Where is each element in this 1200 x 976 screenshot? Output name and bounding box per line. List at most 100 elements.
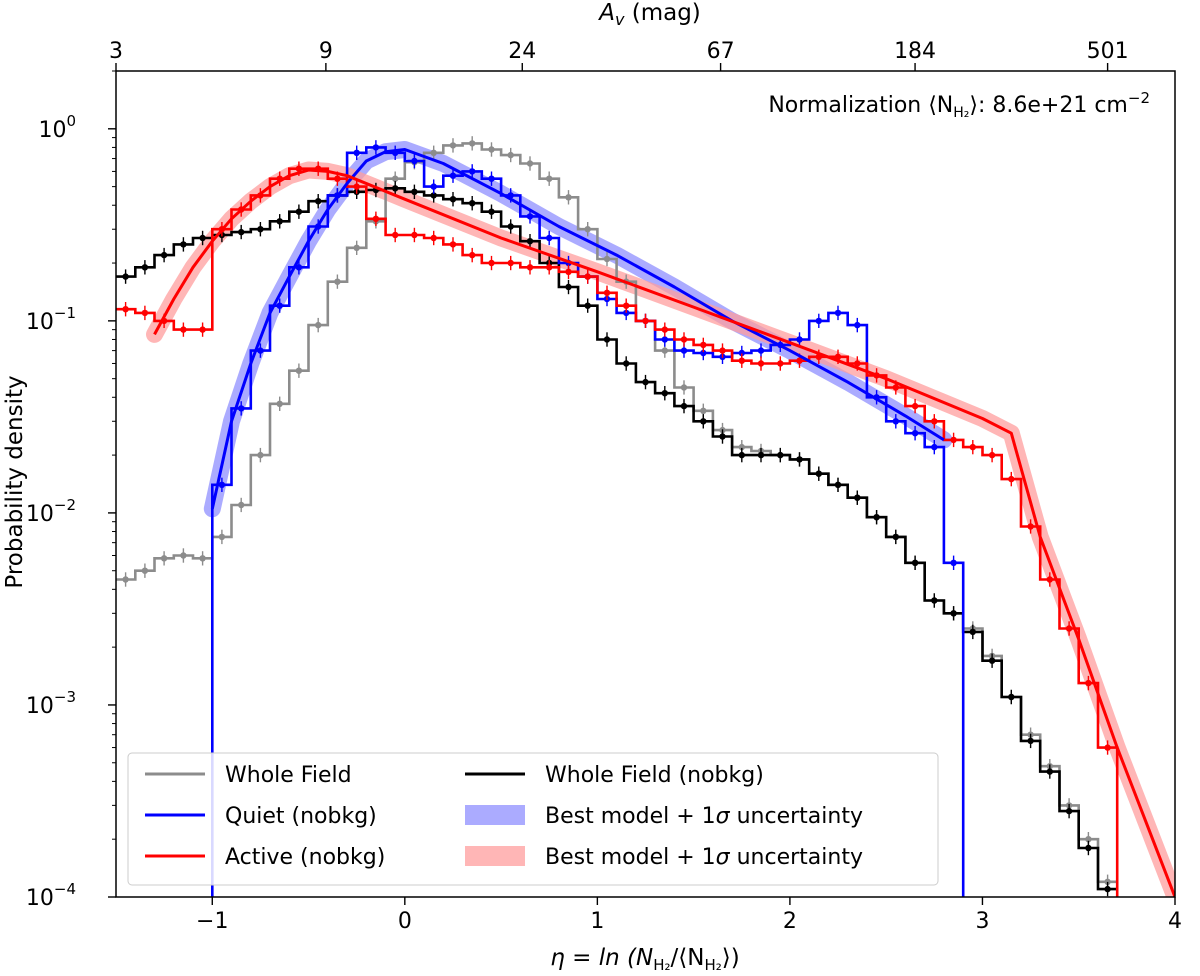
data-point <box>122 576 129 583</box>
y-tick-exponent: −2 <box>54 496 76 514</box>
x-tick-label: 0 <box>398 909 412 934</box>
legend-entry: Quiet (nobkg) <box>145 804 377 829</box>
data-point <box>1085 844 1092 852</box>
data-point <box>392 231 399 239</box>
legend-label: Best model + 1σ uncertainty <box>545 804 863 829</box>
y-tick-exponent: 0 <box>66 112 76 130</box>
data-point <box>661 326 668 333</box>
data-point <box>141 309 149 317</box>
data-point <box>584 273 591 280</box>
data-point <box>969 628 976 636</box>
top-axis-label-unit: (mag) <box>624 0 700 26</box>
y-tick-exponent: −4 <box>54 880 76 898</box>
data-point <box>661 347 668 354</box>
data-point <box>700 418 707 425</box>
data-point <box>834 481 842 488</box>
data-point <box>411 157 418 165</box>
data-point <box>469 140 476 147</box>
data-point <box>931 443 938 451</box>
data-point <box>257 451 264 459</box>
data-point <box>700 341 707 349</box>
data-point <box>295 264 303 271</box>
axes-frame <box>115 70 1176 898</box>
data-point <box>141 264 149 271</box>
data-point <box>180 326 187 333</box>
data-point <box>546 264 553 271</box>
data-point <box>449 172 457 179</box>
data-point <box>680 347 688 354</box>
data-point <box>892 533 899 541</box>
model-line-1 <box>153 168 1175 897</box>
data-point <box>603 289 611 296</box>
data-point <box>372 144 380 151</box>
data-point <box>603 336 611 343</box>
data-point <box>449 241 457 248</box>
y-tick-exponent: −1 <box>54 304 76 322</box>
legend: Whole Field Whole Field (nobkg) Quiet (nob… <box>127 752 939 886</box>
data-point <box>757 360 765 367</box>
data-point <box>623 302 630 309</box>
data-point <box>680 384 688 391</box>
top-tick-label: 184 <box>894 39 936 64</box>
legend-entry: Whole Field <box>145 763 352 788</box>
data-point <box>469 168 476 175</box>
data-point <box>276 302 283 309</box>
data-point <box>199 555 206 562</box>
data-point <box>680 402 688 410</box>
data-point <box>276 400 283 407</box>
x-axis-label-prefix: η = ln (N <box>550 945 653 971</box>
data-point <box>854 494 861 501</box>
legend-label: Quiet (nobkg) <box>225 804 377 829</box>
data-point <box>526 160 534 167</box>
top-axis-label-symbol: A <box>597 0 615 26</box>
top-tick-label: 3 <box>109 39 123 64</box>
data-point <box>738 451 745 459</box>
data-point <box>257 347 264 354</box>
data-point <box>295 367 303 374</box>
data-point <box>969 443 976 451</box>
data-point <box>1104 744 1111 751</box>
data-point <box>353 149 360 156</box>
top-tick-label: 9 <box>319 39 333 64</box>
data-point <box>469 200 476 207</box>
data-point <box>449 196 457 203</box>
data-point <box>680 336 688 343</box>
data-point <box>911 559 919 566</box>
data-point <box>141 567 149 574</box>
data-point <box>353 244 360 251</box>
data-point <box>469 251 476 259</box>
data-point <box>796 336 803 343</box>
data-point <box>1046 768 1054 775</box>
data-point <box>815 470 822 477</box>
data-point <box>180 552 187 559</box>
data-point <box>603 255 611 263</box>
data-point <box>546 175 553 182</box>
legend-box <box>127 752 939 886</box>
data-point <box>834 353 842 360</box>
data-point <box>892 384 899 391</box>
data-point <box>488 208 495 215</box>
data-point <box>623 360 630 367</box>
model-line-0 <box>210 148 945 510</box>
data-point <box>392 175 399 182</box>
data-point <box>488 259 495 267</box>
data-point <box>507 223 514 230</box>
data-point <box>911 402 919 410</box>
x-axis-label-suffix: ⟩) <box>722 945 740 971</box>
data-point <box>546 234 553 242</box>
data-point <box>700 349 707 357</box>
x-tick-label: 3 <box>975 909 989 934</box>
x-axis-label: η = ln (NH₂/⟨NH₂⟩) <box>550 945 739 974</box>
data-point <box>122 306 129 313</box>
legend-entry: Best model + 1σ uncertainty <box>465 804 863 829</box>
top-tick-label: 24 <box>508 39 536 64</box>
data-point <box>430 192 437 199</box>
data-point <box>738 349 745 357</box>
data-point <box>180 241 187 248</box>
data-point <box>565 283 572 291</box>
data-point <box>854 321 861 329</box>
x-tick-label: 2 <box>783 909 797 934</box>
top-tick-label: 501 <box>1087 39 1129 64</box>
data-point <box>160 251 168 259</box>
data-point <box>122 273 129 280</box>
